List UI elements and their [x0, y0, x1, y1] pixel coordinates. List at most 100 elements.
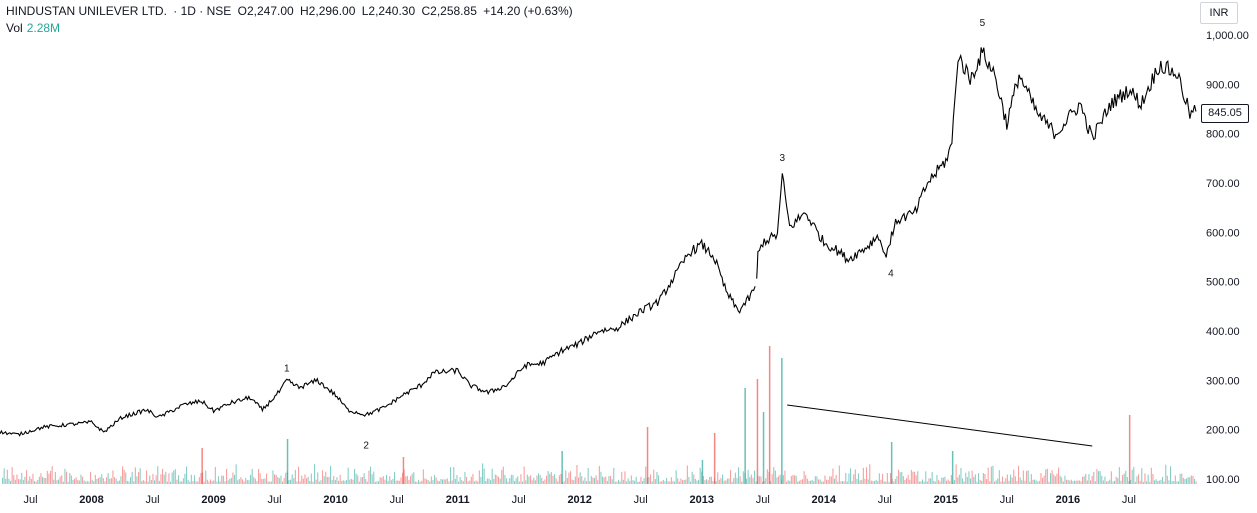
- volume-bar: [362, 477, 364, 484]
- volume-bar: [1018, 465, 1020, 484]
- volume-bar: [1190, 475, 1192, 484]
- x-tick-label: Jul: [878, 494, 892, 506]
- volume-bar: [806, 478, 808, 484]
- volume-bar: [270, 481, 272, 484]
- volume-bar: [104, 481, 106, 484]
- volume-bar: [1181, 473, 1183, 484]
- volume-bar: [755, 481, 757, 484]
- volume-bar: [651, 481, 653, 484]
- ohlc-open: O2,247.00: [237, 4, 294, 18]
- volume-bar: [584, 477, 586, 484]
- volume-bar: [355, 473, 357, 484]
- volume-bar: [970, 478, 972, 484]
- volume-bar: [571, 479, 573, 484]
- volume-bar: [6, 469, 8, 484]
- volume-bar: [800, 479, 802, 484]
- volume-bar: [760, 476, 762, 484]
- volume-bar: [229, 478, 231, 484]
- symbol-name[interactable]: HINDUSTAN UNILEVER LTD.: [6, 4, 167, 18]
- volume-bar: [258, 468, 260, 484]
- volume-bar: [506, 478, 508, 484]
- time-axis[interactable]: Jul 2008 Jul 2009 Jul 2010 Jul 2011 Jul 2012 Jul 20…: [23, 494, 1135, 506]
- volume-bar: [112, 470, 114, 484]
- volume-bar: [374, 481, 376, 484]
- currency-button[interactable]: INR: [1200, 2, 1238, 24]
- volume-bar: [56, 480, 58, 484]
- volume-bar: [402, 472, 404, 484]
- volume-bar: [587, 467, 589, 484]
- volume-bar: [658, 475, 660, 484]
- trendline-layer[interactable]: [787, 404, 1093, 447]
- volume-bar: [698, 479, 700, 484]
- x-tick-label: 2016: [1056, 494, 1080, 506]
- volume-bar: [920, 481, 922, 484]
- volume-bar: [984, 474, 986, 484]
- volume-bar: [949, 481, 951, 484]
- volume-spike: [201, 448, 203, 484]
- volume-bar: [11, 467, 13, 484]
- volume-bar: [373, 471, 375, 484]
- symbol-header[interactable]: HINDUSTAN UNILEVER LTD. · 1D · NSE O2,24…: [6, 4, 576, 18]
- volume-bar: [1130, 479, 1132, 484]
- volume-bar: [606, 480, 608, 484]
- volume-bar: [685, 479, 687, 484]
- volume-bar: [872, 480, 874, 484]
- volume-bar: [958, 474, 960, 484]
- volume-value: 2.28M: [26, 21, 61, 35]
- volume-bar: [1030, 474, 1032, 484]
- volume-bar: [1016, 481, 1018, 484]
- volume-bar: [680, 478, 682, 484]
- volume-bar: [642, 481, 644, 484]
- volume-bar: [634, 480, 636, 484]
- volume-bar: [416, 481, 418, 484]
- volume-bar: [638, 481, 640, 484]
- volume-bar: [1163, 481, 1165, 484]
- volume-spike: [646, 427, 649, 484]
- volume-bar: [5, 478, 7, 484]
- volume-bar: [1149, 481, 1151, 484]
- volume-bar: [917, 471, 919, 484]
- volume-bar: [131, 471, 133, 484]
- volume-bar: [150, 480, 152, 484]
- volume-bar: [510, 474, 512, 484]
- volume-bar: [728, 478, 730, 484]
- price-axis[interactable]: 1,000.00 900.00 800.00 700.00 600.00 500.00 40…: [1206, 30, 1249, 486]
- volume-bar: [779, 474, 781, 484]
- volume-legend[interactable]: Vol 2.28M: [6, 21, 60, 35]
- volume-bar: [210, 479, 212, 484]
- volume-bar: [774, 470, 776, 484]
- wave-label: 5: [980, 18, 986, 29]
- volume-bar: [483, 468, 485, 484]
- y-tick-label: 100.00: [1206, 474, 1240, 486]
- volume-bar: [678, 481, 680, 484]
- volume-bar: [677, 478, 679, 484]
- volume-bar: [682, 480, 684, 484]
- volume-bar: [243, 481, 245, 484]
- y-tick-label: 1,000.00: [1206, 30, 1249, 42]
- volume-bar: [259, 473, 261, 484]
- volume-bar: [1189, 477, 1191, 484]
- volume-bar: [536, 475, 538, 484]
- volume-bar: [203, 481, 205, 484]
- volume-bar: [376, 481, 378, 484]
- volume-bar: [446, 478, 448, 484]
- volume-bar: [486, 478, 488, 484]
- volume-bar: [814, 476, 816, 484]
- volume-bar: [1011, 477, 1013, 484]
- volume-bar: [1099, 471, 1101, 484]
- volume-bar: [467, 481, 469, 484]
- volume-bar: [1174, 475, 1176, 484]
- volume-bar: [405, 476, 407, 484]
- trendline[interactable]: [787, 404, 1093, 447]
- volume-bar: [694, 478, 696, 484]
- volume-bar: [602, 476, 604, 484]
- volume-bar: [61, 475, 63, 484]
- volume-bar: [490, 480, 492, 484]
- volume-bar: [80, 474, 82, 484]
- volume-bar: [990, 466, 992, 484]
- volume-bar: [901, 471, 903, 484]
- volume-bar: [816, 476, 818, 484]
- volume-bar: [371, 474, 373, 484]
- volume-bar: [1125, 470, 1127, 484]
